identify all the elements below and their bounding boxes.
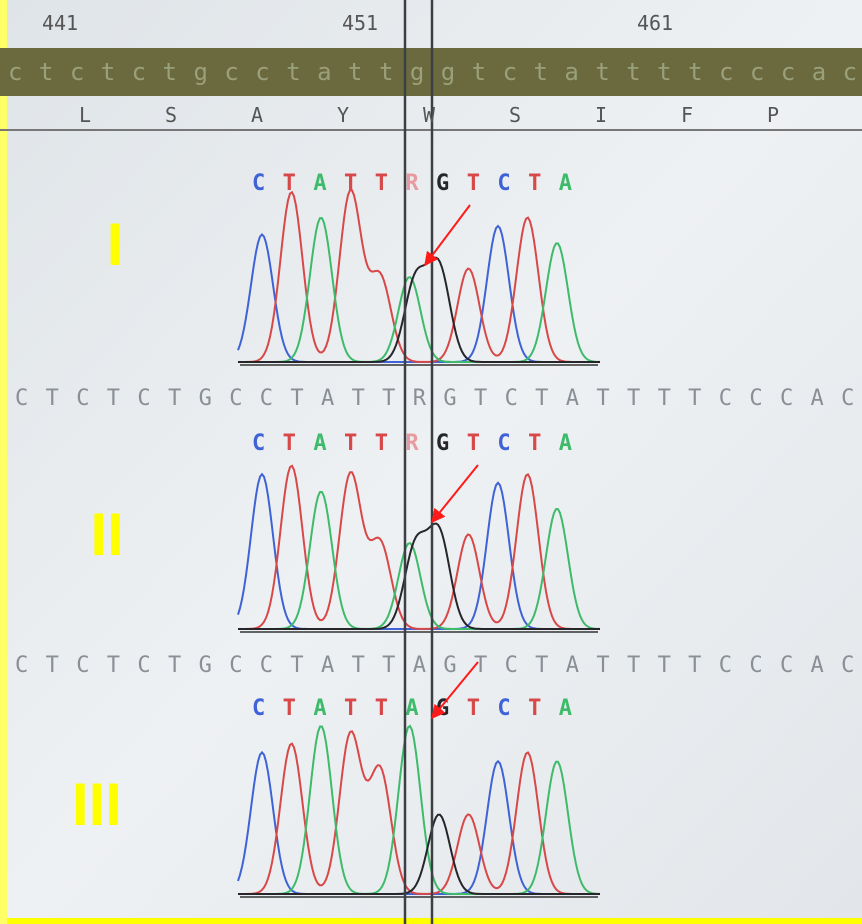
- trace: [238, 256, 600, 363]
- amino-acid: I: [595, 103, 607, 127]
- amino-acid: W: [423, 103, 436, 127]
- panel-label: II: [90, 501, 123, 568]
- amino-acid: L: [79, 103, 91, 127]
- trace: [238, 464, 600, 630]
- trace: [238, 813, 600, 895]
- amino-acid: P: [767, 103, 779, 127]
- left-border: [0, 0, 7, 924]
- arrow: [431, 464, 479, 524]
- arrow: [431, 661, 479, 720]
- trace: [238, 522, 600, 630]
- trace: [238, 189, 600, 363]
- trace: [238, 491, 600, 630]
- arrow: [424, 204, 471, 267]
- amino-acid: F: [681, 103, 693, 127]
- trace: [238, 730, 600, 895]
- ruler-number: 461: [637, 11, 673, 35]
- amino-acid: S: [165, 103, 177, 127]
- panel-label: I: [107, 211, 124, 278]
- amino-acid: S: [509, 103, 521, 127]
- ruler-number: 441: [42, 11, 78, 35]
- trace: [238, 724, 600, 895]
- amino-acid: Y: [337, 103, 349, 127]
- trace: [238, 217, 600, 363]
- panel-label: III: [72, 771, 122, 838]
- ruler-number: 451: [342, 11, 378, 35]
- amino-acid: A: [251, 103, 263, 127]
